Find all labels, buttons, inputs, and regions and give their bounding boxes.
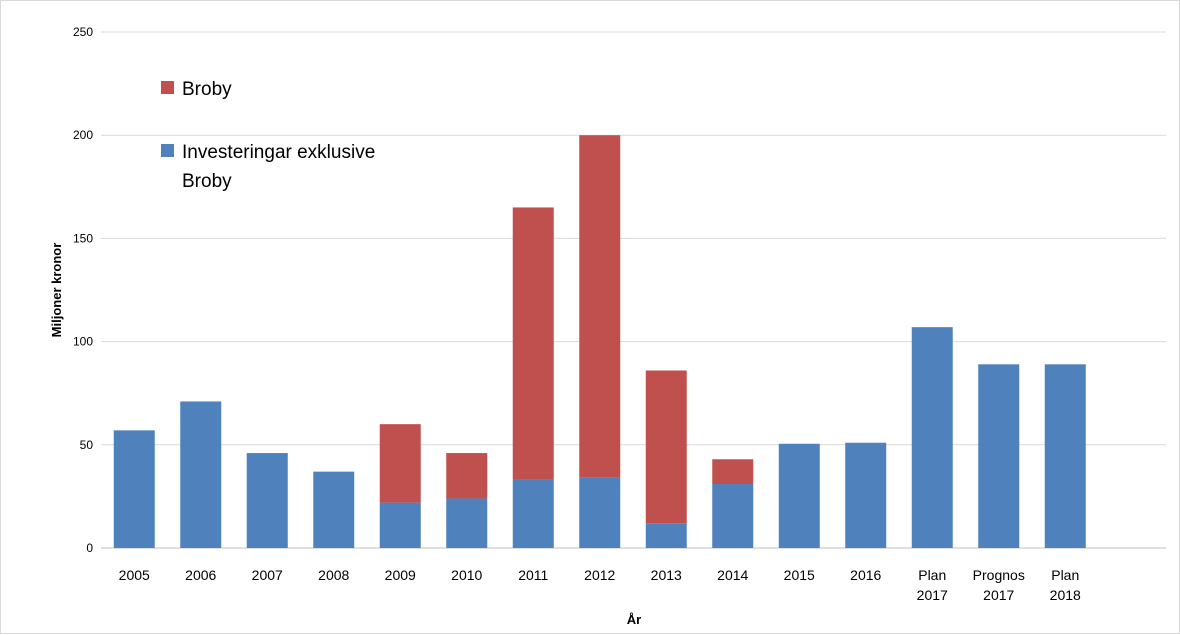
bar-broby: [446, 453, 488, 499]
y-axis-title: Miljoner kronor: [49, 243, 64, 338]
x-tick-label: 2015: [784, 567, 815, 583]
bar-broby: [712, 459, 754, 485]
bar-investeringar: [712, 484, 754, 548]
legend-swatch: [161, 81, 174, 94]
x-tick-label: Plan 2017: [917, 567, 948, 603]
bar-investeringar: [512, 479, 554, 548]
x-tick-label: 2007: [252, 567, 283, 583]
bar-broby: [512, 207, 554, 480]
bar-investeringar: [113, 430, 155, 548]
x-tick-label: 2010: [451, 567, 482, 583]
y-tick-label: 200: [73, 128, 93, 142]
bar-broby: [645, 370, 687, 524]
legend: Broby Investeringar exklusive Broby: [161, 79, 375, 192]
y-tick-labels: 0 50 100 150 200 250: [73, 25, 93, 555]
legend-label: Broby: [182, 79, 232, 100]
y-tick-label: 0: [86, 541, 93, 555]
bar-investeringar: [446, 498, 488, 548]
x-tick-labels: 2005 2006 2007 2008 2009 2010 2011 2012 2013 2014…: [119, 567, 1081, 603]
x-tick-label: 2009: [385, 567, 416, 583]
bars: [113, 135, 1086, 548]
bar-investeringar: [379, 502, 421, 548]
bar-investeringar: [313, 471, 355, 548]
bar-investeringar: [246, 453, 288, 548]
x-tick-label: 2008: [318, 567, 349, 583]
x-tick-label: 2011: [518, 567, 548, 583]
y-tick-label: 250: [73, 25, 93, 39]
y-tick-label: 50: [80, 438, 94, 452]
x-axis-title: År: [627, 612, 641, 627]
legend-label: Investeringar exklusive Broby: [182, 142, 375, 192]
bar-investeringar: [911, 327, 953, 548]
x-tick-label: Prognos 2017: [973, 567, 1025, 603]
bar-broby: [579, 135, 621, 478]
x-tick-label: 2012: [584, 567, 615, 583]
x-tick-label: 2014: [717, 567, 748, 583]
x-tick-label: 2013: [651, 567, 682, 583]
x-tick-label: Plan 2018: [1050, 567, 1081, 603]
y-tick-label: 100: [73, 335, 93, 349]
legend-swatch: [161, 144, 174, 157]
bar-investeringar: [978, 364, 1020, 548]
x-tick-label: 2016: [850, 567, 881, 583]
bar-investeringar: [579, 477, 621, 548]
bar-investeringar: [180, 401, 222, 548]
bar-broby: [379, 424, 421, 503]
bar-investeringar: [778, 443, 820, 548]
x-tick-label: 2005: [119, 567, 150, 583]
x-tick-label: 2006: [185, 567, 216, 583]
bar-investeringar: [845, 442, 887, 548]
bar-investeringar: [1044, 364, 1086, 548]
bar-investeringar: [645, 523, 687, 548]
y-tick-label: 150: [73, 231, 93, 245]
